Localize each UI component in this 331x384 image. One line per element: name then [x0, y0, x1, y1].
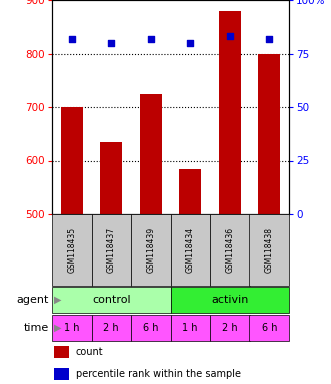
Text: 1 h: 1 h	[64, 323, 79, 333]
Point	[69, 35, 74, 41]
Bar	[170, 214, 210, 286]
Bar	[250, 315, 289, 341]
Bar	[54, 346, 69, 358]
Text: ▶: ▶	[54, 323, 61, 333]
Text: agent: agent	[16, 295, 49, 305]
Point	[266, 35, 272, 41]
Bar	[250, 214, 289, 286]
Bar	[61, 107, 83, 214]
Bar	[131, 214, 170, 286]
Bar	[54, 368, 69, 380]
Text: 2 h: 2 h	[103, 323, 119, 333]
Text: 6 h: 6 h	[261, 323, 277, 333]
Text: 6 h: 6 h	[143, 323, 159, 333]
Bar	[210, 214, 250, 286]
Point	[227, 33, 232, 40]
Text: 1 h: 1 h	[182, 323, 198, 333]
Text: GSM118435: GSM118435	[67, 227, 76, 273]
Text: GSM118436: GSM118436	[225, 227, 234, 273]
Bar	[140, 94, 162, 214]
Bar	[179, 169, 201, 214]
Bar	[52, 214, 91, 286]
Text: count: count	[76, 347, 103, 357]
Text: time: time	[24, 323, 49, 333]
Text: activin: activin	[211, 295, 249, 305]
Bar	[259, 53, 280, 214]
Text: GSM118434: GSM118434	[186, 227, 195, 273]
Bar	[131, 315, 170, 341]
Text: ▶: ▶	[54, 295, 61, 305]
Text: control: control	[92, 295, 130, 305]
Point	[148, 35, 153, 41]
Bar	[52, 287, 170, 313]
Bar	[219, 11, 241, 214]
Text: percentile rank within the sample: percentile rank within the sample	[76, 369, 241, 379]
Bar	[170, 287, 289, 313]
Point	[188, 40, 193, 46]
Point	[109, 40, 114, 46]
Bar	[52, 315, 91, 341]
Bar	[100, 142, 122, 214]
Text: GSM118437: GSM118437	[107, 227, 116, 273]
Bar	[170, 315, 210, 341]
Text: GSM118439: GSM118439	[146, 227, 155, 273]
Text: 2 h: 2 h	[222, 323, 238, 333]
Bar	[91, 214, 131, 286]
Bar	[210, 315, 250, 341]
Bar	[91, 315, 131, 341]
Text: GSM118438: GSM118438	[265, 227, 274, 273]
